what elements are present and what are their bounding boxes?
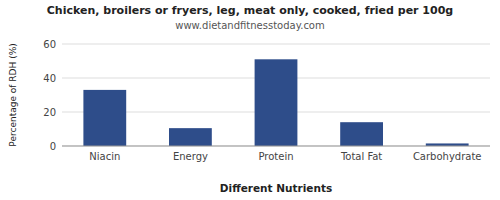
bar — [83, 90, 126, 146]
grid-line — [62, 44, 490, 45]
x-axis-line — [62, 146, 490, 147]
grid-line — [62, 146, 490, 147]
x-tick-label: Total Fat — [340, 151, 382, 162]
y-axis: 0 20 40 60 — [43, 39, 490, 152]
bar — [169, 128, 212, 146]
x-tick-label: Protein — [258, 151, 293, 162]
y-tick-label: 40 — [43, 73, 56, 84]
x-tick-label: Energy — [173, 151, 208, 162]
x-tick-label: Niacin — [89, 151, 120, 162]
bar — [255, 59, 298, 146]
title: Chicken, broilers or fryers, leg, meat o… — [47, 4, 453, 17]
x-axis: Niacin Energy Protein Total Fat Carbohydrate — [62, 146, 490, 162]
bars — [83, 59, 468, 146]
chart-svg: Chicken, broilers or fryers, leg, meat o… — [0, 0, 500, 200]
y-tick-label: 60 — [43, 39, 56, 50]
y-axis-title: Percentage of RDH (%) — [8, 43, 18, 146]
y-tick-label: 20 — [43, 107, 56, 118]
x-axis-title: Different Nutrients — [220, 182, 332, 194]
page: {"chart_data": {"type": "bar", "title": … — [0, 0, 500, 200]
subtitle: www.dietandfitnesstoday.com — [175, 20, 324, 31]
x-tick-label: Carbohydrate — [413, 151, 482, 162]
chart-container: Chicken, broilers or fryers, leg, meat o… — [0, 0, 500, 200]
y-tick-label: 0 — [50, 141, 56, 152]
bar — [340, 122, 383, 146]
